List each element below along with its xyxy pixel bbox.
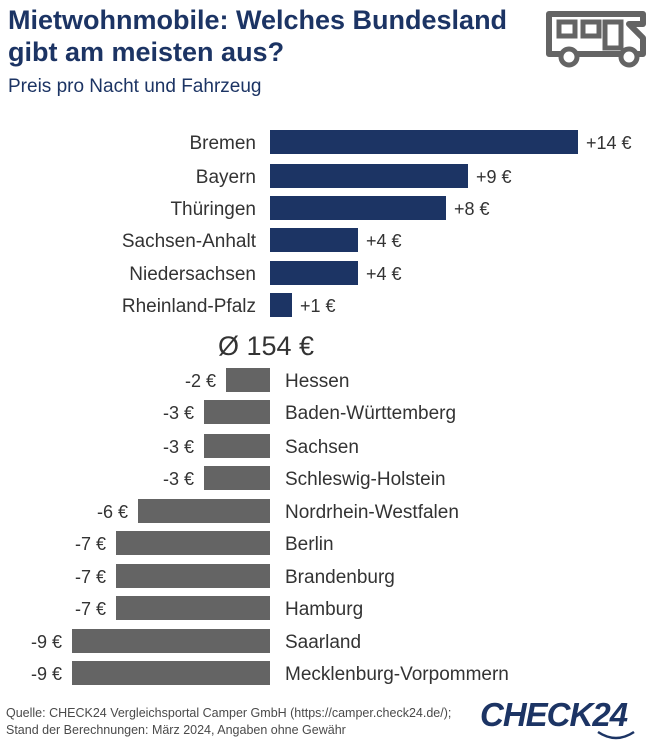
- chart-subtitle: Preis pro Nacht und Fahrzeug: [8, 76, 262, 97]
- value-label: -3 €: [163, 469, 194, 489]
- bar-rheinland-pfalz: [270, 293, 292, 317]
- value-label: +9 €: [476, 167, 512, 187]
- bar-thüringen: [270, 196, 446, 220]
- source-footer: Quelle: CHECK24 Vergleichsportal Camper …: [6, 705, 451, 739]
- bar-chart: Bremen +14 € Bayern +9 € Thüringen +8 € Sachse…: [31, 130, 632, 685]
- category-label: Sachsen-Anhalt: [122, 231, 257, 252]
- value-label: +1 €: [300, 296, 336, 316]
- camper-van-icon: [546, 11, 646, 68]
- category-label: Baden-Württemberg: [285, 403, 456, 424]
- bar-bayern: [270, 164, 468, 188]
- chart-title: Mietwohnmobile: Welches Bundesland gibt …: [8, 5, 508, 67]
- category-label: Saarland: [285, 632, 361, 653]
- bar-brandenburg: [116, 564, 270, 588]
- category-label: Bayern: [196, 167, 256, 188]
- value-label: -7 €: [75, 599, 106, 619]
- value-label: -9 €: [31, 632, 62, 652]
- value-label: +14 €: [586, 133, 632, 153]
- value-label: +8 €: [454, 199, 490, 219]
- value-label: +4 €: [366, 231, 402, 251]
- value-label: +4 €: [366, 264, 402, 284]
- value-label: -9 €: [31, 664, 62, 684]
- value-label: -2 €: [185, 371, 216, 391]
- category-label: Hessen: [285, 371, 349, 392]
- value-label: -7 €: [75, 567, 106, 587]
- category-label: Berlin: [285, 534, 334, 555]
- bar-sachsen: [204, 434, 270, 458]
- value-label: -3 €: [163, 403, 194, 423]
- value-label: -7 €: [75, 534, 106, 554]
- bar-hessen: [226, 368, 270, 392]
- source-line: Quelle: CHECK24 Vergleichsportal Camper …: [6, 706, 452, 720]
- category-label: Schleswig-Holstein: [285, 469, 446, 490]
- category-label: Mecklenburg-Vorpommern: [285, 664, 509, 685]
- bar-hamburg: [116, 596, 270, 620]
- bar-schleswig-holstein: [204, 466, 270, 490]
- bar-saarland: [72, 629, 270, 653]
- bar-sachsen-anhalt: [270, 228, 358, 252]
- average-label: Ø 154 €: [218, 331, 314, 361]
- bar-nordrhein-westfalen: [138, 499, 270, 523]
- bar-baden-württemberg: [204, 400, 270, 424]
- category-label: Sachsen: [285, 437, 359, 458]
- value-label: -6 €: [97, 502, 128, 522]
- category-label: Rheinland-Pfalz: [122, 296, 256, 317]
- category-label: Niedersachsen: [129, 264, 256, 285]
- date-line: Stand der Berechnungen: März 2024, Angab…: [6, 723, 346, 737]
- logo-swoosh-icon: [597, 730, 635, 740]
- bar-mecklenburg-vorpommern: [72, 661, 270, 685]
- category-label: Bremen: [189, 133, 256, 154]
- category-label: Brandenburg: [285, 567, 395, 588]
- bar-niedersachsen: [270, 261, 358, 285]
- value-label: -3 €: [163, 437, 194, 457]
- bar-bremen: [270, 130, 578, 154]
- bar-berlin: [116, 531, 270, 555]
- category-label: Hamburg: [285, 599, 363, 620]
- check24-logo: CHECK24: [480, 696, 628, 733]
- category-label: Nordrhein-Westfalen: [285, 502, 459, 523]
- category-label: Thüringen: [170, 199, 256, 220]
